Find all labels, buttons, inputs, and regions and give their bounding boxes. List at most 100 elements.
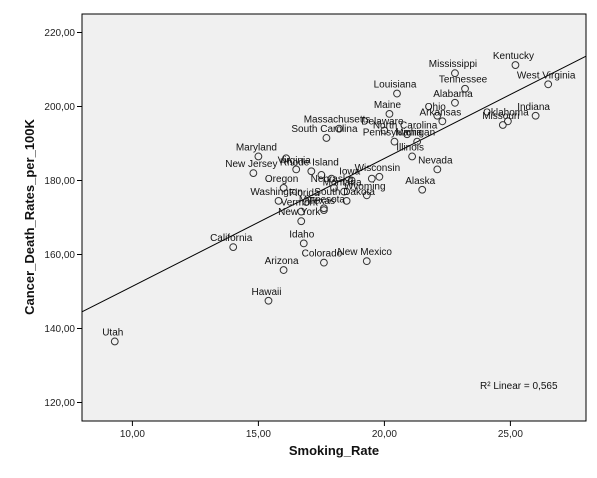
data-point (390, 137, 399, 146)
data-point (327, 174, 336, 183)
point-label: Vermont (281, 198, 318, 209)
point-label: West Virginia (517, 70, 576, 81)
point-label: Tennessee (439, 75, 488, 86)
point-label: Maryland (236, 142, 277, 153)
point-label: Hawaii (251, 287, 281, 298)
point-label: Arkansas (420, 107, 462, 118)
data-point (279, 266, 288, 274)
y-tick-label: 180,00 (44, 176, 75, 187)
plot-area (81, 13, 587, 422)
point-label: Louisiana (374, 80, 417, 91)
point-label: Oklahoma (483, 107, 529, 118)
point-label: Arizona (265, 256, 299, 267)
y-axis-ticks: 120,00 140,00 160,00 180,00 200,00 220,00 (44, 28, 82, 409)
point-label: Virginia (278, 155, 312, 166)
data-point (451, 98, 459, 107)
point-label: North Carolina (373, 120, 438, 131)
data-point (451, 69, 459, 78)
data-point (110, 337, 119, 346)
point-label: Pennsylvania (363, 128, 423, 139)
data-point (403, 130, 411, 139)
x-axis-ticks: 10,00 15,00 20,00 25,00 (120, 421, 523, 440)
r-squared-annotation: R² Linear = 0,565 (480, 381, 558, 392)
data-point (307, 167, 316, 176)
x-tick-label: 15,00 (246, 429, 271, 440)
data-point (279, 184, 288, 192)
point-label: Delaware (361, 117, 404, 128)
point-label: Colorado (302, 249, 343, 260)
point-label: Indiana (517, 102, 550, 113)
data-point (433, 165, 442, 174)
x-tick-label: 20,00 (372, 429, 397, 440)
point-label: Nevada (418, 155, 453, 166)
point-label: Wisconsin (355, 163, 401, 174)
data-point (249, 169, 258, 178)
data-point (511, 61, 520, 69)
data-point (413, 137, 422, 146)
x-tick-label: 10,00 (120, 429, 145, 440)
point-label: Mississippi (429, 59, 477, 70)
data-point (299, 239, 308, 248)
data-point (320, 258, 328, 267)
data-point (347, 176, 356, 185)
point-label: Nebraska (311, 174, 354, 185)
data-point (340, 187, 348, 196)
data-point (264, 296, 273, 305)
data-point (375, 172, 384, 181)
point-label: New Mexico (338, 247, 393, 258)
data-point (362, 257, 371, 266)
data-point (503, 117, 512, 126)
point-label: New York (278, 207, 321, 218)
data-point (254, 152, 263, 161)
data-point (531, 111, 540, 120)
point-label: Alabama (433, 89, 473, 100)
data-point (461, 84, 469, 93)
y-tick-label: 160,00 (44, 250, 75, 261)
point-label: Idaho (289, 229, 314, 240)
point-label: Oregon (265, 174, 298, 185)
data-point (544, 80, 553, 89)
point-label: Iowa (339, 167, 361, 178)
data-point (320, 206, 328, 215)
x-axis-title: Smoking_Rate (289, 443, 379, 458)
data-point (385, 110, 394, 118)
y-tick-label: 140,00 (44, 324, 75, 335)
y-tick-label: 200,00 (44, 102, 75, 113)
y-axis-title: Cancer_Death_Rates_per_100K (22, 118, 37, 314)
data-point (342, 196, 351, 205)
point-label: Illinois (396, 142, 424, 153)
data-point (322, 134, 331, 142)
data-point (380, 126, 389, 135)
data-point (418, 185, 427, 194)
point-label: Texas (309, 196, 335, 207)
data-point (297, 207, 306, 216)
data-point (330, 184, 338, 192)
data-point (433, 111, 442, 120)
data-point (297, 217, 306, 226)
point-label: Michigan (395, 128, 435, 139)
point-label: Florida (289, 188, 320, 199)
data-point (498, 121, 507, 129)
point-label: Wyoming (344, 181, 386, 192)
data-point (393, 89, 401, 98)
point-label: New Jersey (225, 159, 277, 170)
point-label: South Dakota (314, 187, 375, 198)
point-label: Maine (374, 100, 402, 111)
point-label: Alaska (405, 176, 435, 187)
x-tick-label: 25,00 (498, 429, 523, 440)
data-point (408, 152, 417, 161)
data-point (292, 165, 301, 174)
point-label: Ohio (425, 102, 447, 113)
data-point (274, 196, 283, 205)
point-label: Montana (323, 178, 362, 189)
point-label: Missouri (482, 111, 519, 122)
point-label: Kentucky (493, 51, 534, 62)
data-point (335, 124, 343, 133)
data-point (438, 117, 447, 126)
point-label: Minnesota (299, 194, 346, 205)
point-label: Utah (102, 327, 123, 338)
point-label: South Carolina (291, 124, 358, 135)
data-point (317, 171, 326, 179)
